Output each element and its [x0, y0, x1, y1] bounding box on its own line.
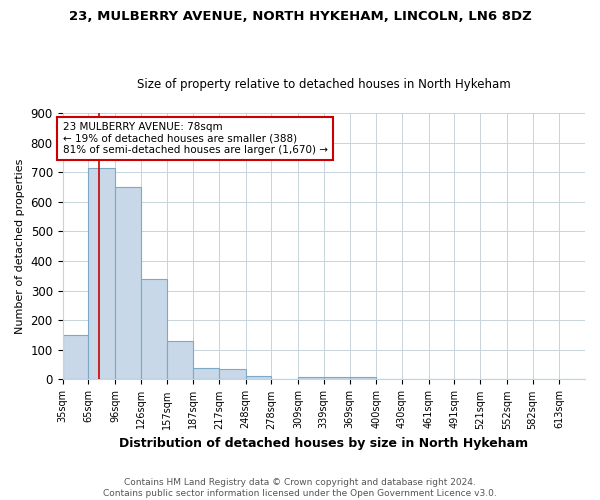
- Title: Size of property relative to detached houses in North Hykeham: Size of property relative to detached ho…: [137, 78, 511, 91]
- Bar: [167, 341, 193, 380]
- Text: Contains HM Land Registry data © Crown copyright and database right 2024.
Contai: Contains HM Land Registry data © Crown c…: [103, 478, 497, 498]
- Bar: [245, 376, 271, 380]
- X-axis label: Distribution of detached houses by size in North Hykeham: Distribution of detached houses by size …: [119, 437, 529, 450]
- Y-axis label: Number of detached properties: Number of detached properties: [15, 158, 25, 334]
- Bar: [219, 369, 245, 380]
- Text: 23, MULBERRY AVENUE, NORTH HYKEHAM, LINCOLN, LN6 8DZ: 23, MULBERRY AVENUE, NORTH HYKEHAM, LINC…: [68, 10, 532, 23]
- Bar: [298, 377, 324, 380]
- Bar: [193, 368, 219, 380]
- Bar: [141, 279, 167, 380]
- Bar: [88, 168, 115, 380]
- Bar: [324, 377, 350, 380]
- Bar: [115, 187, 141, 380]
- Bar: [62, 335, 88, 380]
- Text: 23 MULBERRY AVENUE: 78sqm
← 19% of detached houses are smaller (388)
81% of semi: 23 MULBERRY AVENUE: 78sqm ← 19% of detac…: [62, 122, 328, 155]
- Bar: [350, 377, 376, 380]
